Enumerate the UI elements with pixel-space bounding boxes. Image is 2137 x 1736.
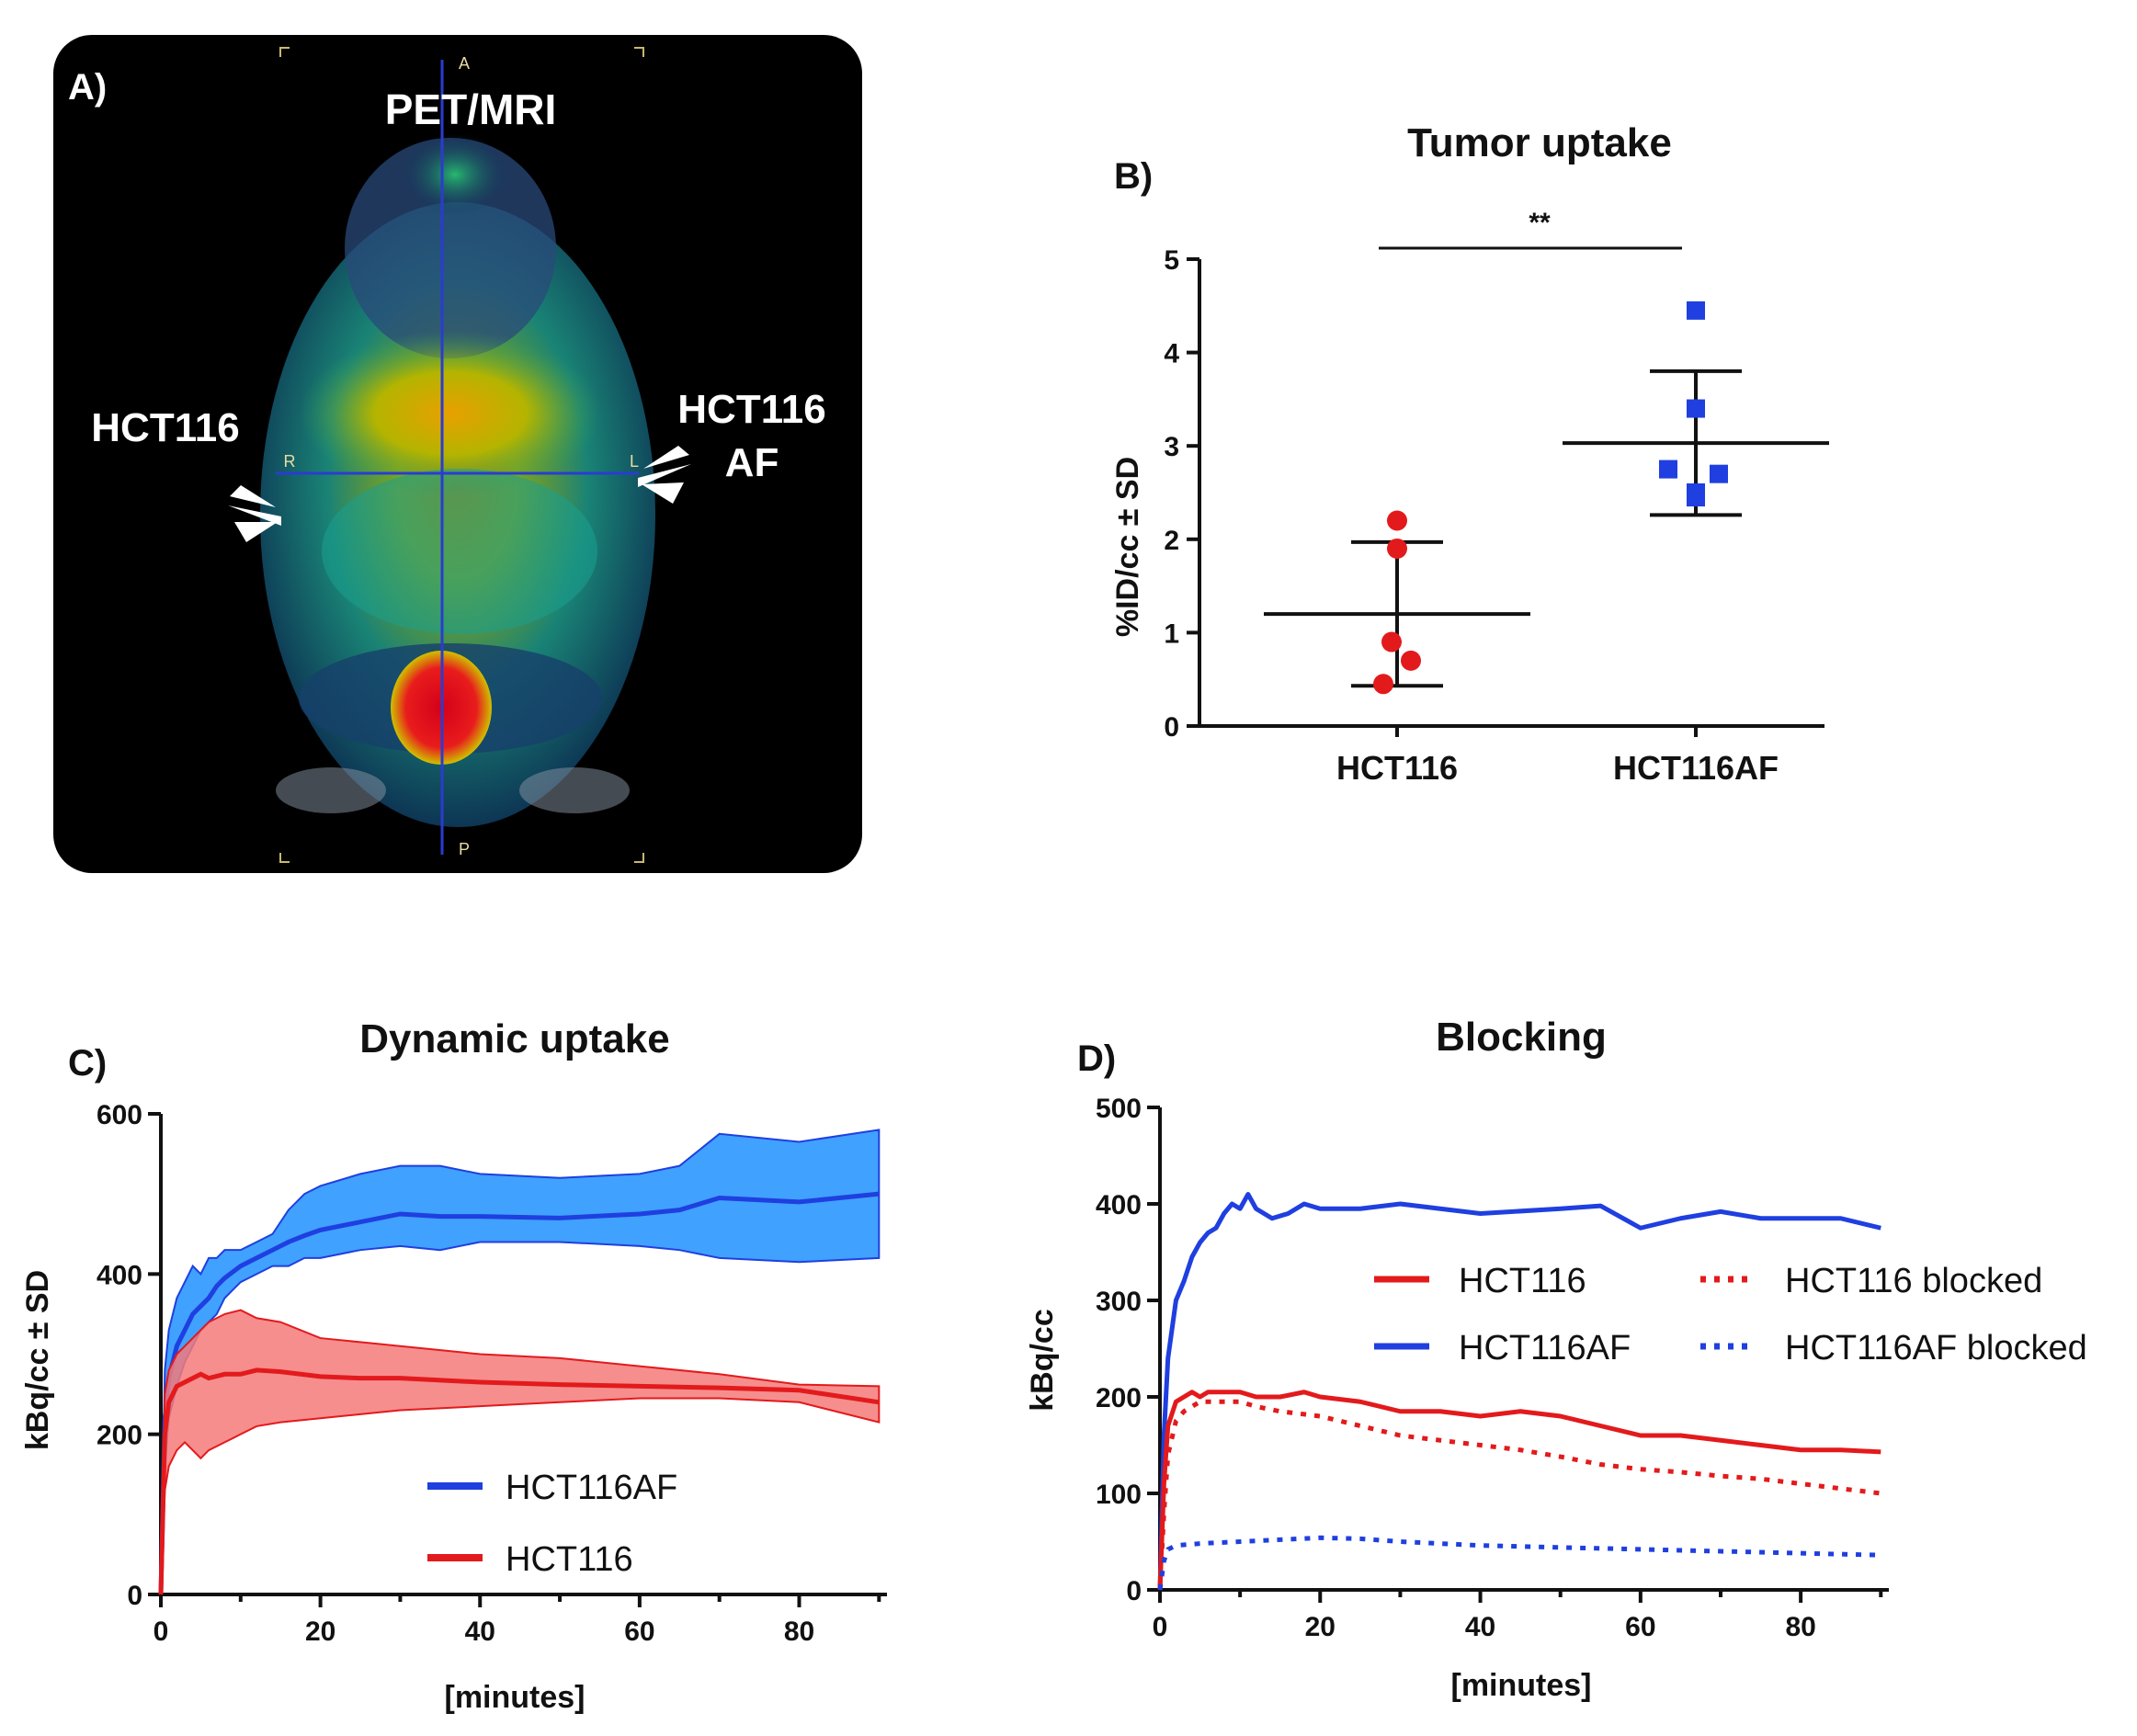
chart-d-x-tick-label: 40 <box>1465 1612 1495 1642</box>
chart-b-y-tick-label: 5 <box>1164 245 1179 276</box>
chart-b-category-label: HCT116AF <box>1613 749 1779 787</box>
right-tumor-label-line1: HCT116 <box>677 387 825 432</box>
legend-label-hct116af: HCT116AF <box>506 1469 677 1507</box>
data-point-hct116 <box>1387 538 1407 559</box>
left-arrow-icon <box>228 485 281 542</box>
chart-b-y-tick-label: 2 <box>1164 526 1179 556</box>
chart-b-title: Tumor uptake <box>1407 120 1672 165</box>
chart-c-x-tick-label: 60 <box>624 1617 654 1647</box>
sd-band-hct116 <box>160 1309 881 1595</box>
chart-c-x-axis-label: [minutes] <box>445 1680 585 1715</box>
chart-c-x-tick-label: 80 <box>784 1617 814 1647</box>
chart-c-y-axis-label: kBq/cc ± SD <box>20 1270 55 1450</box>
orientation-left: R <box>284 452 296 471</box>
right-tumor-label-line2: AF <box>725 440 779 485</box>
chart-c-y-tick-label: 200 <box>97 1421 142 1451</box>
chart-d-x-tick-label: 80 <box>1785 1612 1815 1642</box>
modality-label: PET/MRI <box>385 85 557 133</box>
series-line-hct116-blocked <box>1157 1399 1881 1591</box>
panel-c: C) Dynamic uptake kBq/cc ± SD [minutes] … <box>20 1016 887 1715</box>
chart-c-x-tick-label: 20 <box>305 1617 335 1647</box>
chart-b-y-tick-label: 3 <box>1164 432 1179 462</box>
chart-d-y-tick-label: 400 <box>1096 1190 1142 1220</box>
chart-d-y-tick-label: 300 <box>1096 1287 1142 1317</box>
data-point-hct116 <box>1373 674 1393 695</box>
panel-d: D) Blocking kBq/cc [minutes] 01002003004… <box>1025 1015 2087 1703</box>
legend-label-hct116af: HCT116AF <box>1459 1329 1631 1367</box>
data-point-hct116af <box>1687 301 1705 320</box>
chart-c-y-tick-label: 400 <box>97 1260 142 1290</box>
data-point-hct116af <box>1687 488 1705 507</box>
chart-d-y-tick-label: 100 <box>1096 1480 1142 1510</box>
right-arrow-icon <box>638 446 691 504</box>
mean-line-hct116 <box>158 1367 880 1595</box>
chart-b-y-tick-label: 0 <box>1164 712 1179 743</box>
legend-label-hct116af-blocked: HCT116AF blocked <box>1785 1329 2087 1367</box>
series-line-hct116af <box>1157 1192 1881 1591</box>
panel-b-letter: B) <box>1114 156 1153 197</box>
data-point-hct116 <box>1401 650 1421 671</box>
left-tumor-label: HCT116 <box>91 405 239 450</box>
series-line-hct116 <box>1157 1390 1881 1591</box>
pet-mri-scan <box>260 133 655 827</box>
chart-c-y-tick-label: 0 <box>127 1581 142 1611</box>
chart-c-title: Dynamic uptake <box>359 1016 669 1061</box>
panel-d-letter: D) <box>1077 1038 1116 1079</box>
chart-d-y-tick-label: 0 <box>1126 1576 1142 1606</box>
chart-d-y-axis-label: kBq/cc <box>1025 1309 1060 1412</box>
chart-d-y-tick-label: 200 <box>1096 1383 1142 1413</box>
chart-c-legend: HCT116AF HCT116 <box>427 1469 677 1579</box>
chart-d-legend: HCT116 HCT116AF HCT116 blocked HCT116AF blo… <box>1374 1262 2087 1367</box>
data-point-hct116af <box>1687 399 1705 418</box>
chart-d-x-tick-label: 60 <box>1625 1612 1655 1642</box>
chart-d-y-tick-label: 500 <box>1096 1094 1142 1124</box>
chart-d-title: Blocking <box>1436 1015 1607 1060</box>
significance-marker: ** <box>1529 208 1551 238</box>
chart-b-category-label: HCT116 <box>1336 749 1458 787</box>
chart-c-x-tick-label: 40 <box>465 1617 495 1647</box>
data-point-hct116 <box>1381 631 1402 652</box>
data-point-hct116af <box>1710 464 1728 483</box>
chart-d-x-axis-label: [minutes] <box>1451 1668 1592 1703</box>
frame-corner-marks <box>279 47 644 863</box>
data-point-hct116af <box>1659 460 1677 479</box>
legend-label-hct116: HCT116 <box>506 1540 633 1579</box>
data-point-hct116 <box>1387 510 1407 531</box>
mean-line-hct116af <box>158 1191 880 1595</box>
panel-a: A P R L A) PET/MRI HCT116 HCT116 AF <box>53 35 862 873</box>
chart-b-y-tick-label: 4 <box>1164 339 1179 369</box>
legend-label-hct116-blocked: HCT116 blocked <box>1785 1262 2042 1300</box>
panel-b: B) Tumor uptake %ID/cc ± SD ** 0 1 2 3 4 5 HC… <box>1110 120 1829 787</box>
chart-c-y-tick-label: 600 <box>97 1100 142 1130</box>
series-line-hct116af-blocked <box>1157 1535 1881 1591</box>
orientation-right: L <box>630 452 639 471</box>
chart-d-x-tick-label: 20 <box>1305 1612 1336 1642</box>
chart-d-x-tick-label: 0 <box>1153 1612 1168 1642</box>
chart-b-y-tick-label: 1 <box>1164 618 1179 649</box>
chart-b-y-axis-label: %ID/cc ± SD <box>1110 457 1145 637</box>
orientation-bottom: P <box>459 840 470 858</box>
chart-c-x-tick-label: 0 <box>153 1617 169 1647</box>
panel-a-letter: A) <box>68 67 107 108</box>
legend-label-hct116: HCT116 <box>1459 1262 1586 1300</box>
panel-c-letter: C) <box>68 1043 107 1084</box>
sd-band-hct116af <box>160 1129 881 1595</box>
orientation-top: A <box>459 54 470 73</box>
